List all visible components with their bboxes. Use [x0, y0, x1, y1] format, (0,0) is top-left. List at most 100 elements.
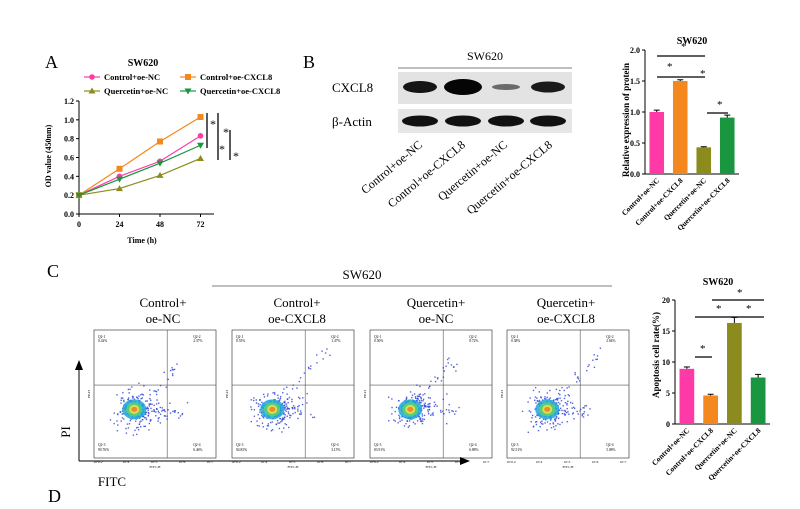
scatter-dot: [448, 411, 451, 414]
fitc-axis-label: FITC: [98, 474, 126, 489]
scatter-dot: [143, 385, 145, 387]
scatter-dot: [306, 402, 308, 404]
scatter-dot: [279, 399, 281, 401]
flow-small-xlabel: FITC-H: [288, 465, 299, 469]
bar-c-sig-2: *: [716, 303, 722, 315]
scatter-dot: [116, 394, 118, 396]
scatter-dot: [169, 412, 172, 414]
scatter-dot: [313, 416, 316, 419]
scatter-dot: [287, 411, 290, 413]
line-xtick-label: 24: [116, 220, 124, 229]
scatter-dot: [322, 358, 324, 360]
flow-xtick-label: 10^5: [289, 460, 296, 464]
scatter-dot: [416, 384, 418, 386]
scatter-dot: [138, 382, 140, 384]
scatter-dot: [446, 358, 449, 361]
scatter-dot: [452, 410, 454, 413]
flow-xtick-label: 10^4: [123, 460, 130, 464]
quadrant-q4-value: 6.88%: [469, 448, 478, 452]
scatter-dot: [153, 390, 155, 392]
scatter-dot: [420, 399, 423, 402]
scatter-dot: [125, 432, 128, 434]
scatter-dot: [581, 413, 583, 415]
scatter-dot: [144, 425, 147, 428]
scatter-dot: [539, 425, 541, 428]
scatter-dot: [271, 421, 274, 423]
scatter-dot: [299, 377, 302, 379]
scatter-dot: [294, 407, 296, 410]
scatter-dot: [277, 422, 279, 424]
bar-ytick-label: 20: [662, 296, 670, 305]
scatter-dot: [257, 405, 260, 408]
scatter-dot: [277, 394, 279, 397]
scatter-dot: [596, 358, 598, 360]
scatter-dot: [531, 417, 533, 419]
scatter-dot: [169, 369, 172, 372]
scatter-dot: [536, 400, 539, 402]
scatter-dot: [154, 390, 157, 392]
scatter-dot: [549, 419, 552, 421]
scatter-dot: [155, 415, 157, 417]
scatter-dot: [543, 418, 545, 421]
scatter-dot: [282, 413, 285, 415]
scatter-dot: [423, 404, 425, 407]
scatter-dot: [157, 410, 159, 412]
scatter-dot: [288, 396, 291, 399]
flow-xtick-label: 10^5: [564, 460, 571, 464]
scatter-dot: [134, 429, 136, 432]
scatter-dot: [167, 409, 169, 411]
scatter-dot: [287, 412, 290, 415]
scatter-dot: [420, 401, 422, 403]
series-line: [78, 135, 201, 196]
scatter-dot: [287, 401, 289, 404]
scatter-dot: [414, 397, 417, 399]
scatter-dot: [422, 420, 424, 422]
scatter-dot: [416, 420, 419, 422]
scatter-dot: [140, 426, 142, 428]
scatter-dot: [120, 420, 122, 422]
scatter-dot: [434, 403, 437, 406]
panel-label-a: A: [45, 52, 58, 72]
scatter-dot: [452, 366, 455, 368]
scatter-dot: [173, 410, 176, 412]
scatter-dot: [291, 388, 294, 390]
sig-star-4: *: [233, 149, 239, 163]
scatter-dot: [408, 420, 411, 422]
scatter-dot: [250, 420, 252, 423]
series-line: [78, 144, 201, 196]
scatter-dot: [155, 390, 158, 393]
band-actin: [530, 115, 566, 127]
marker-triangle-down: [75, 192, 83, 199]
scatter-dot: [566, 402, 568, 405]
flow-frame: [506, 329, 630, 459]
scatter-dot: [166, 415, 168, 417]
scatter-dot: [395, 406, 398, 409]
scatter-dot: [148, 412, 150, 415]
scatter-dot: [408, 425, 411, 427]
scatter-dot: [564, 410, 567, 413]
scatter-dot: [577, 376, 579, 378]
scatter-dot: [297, 410, 299, 412]
quadrant-q1-name: Q2-1: [374, 335, 382, 339]
scatter-dot: [429, 385, 431, 388]
fitc-arrow-icon: [460, 457, 470, 465]
flow-small-ylabel: PE-H: [500, 390, 504, 398]
scatter-dot: [550, 427, 553, 429]
scatter-dot: [421, 422, 424, 425]
scatter-dot: [420, 397, 422, 400]
scatter-dot: [428, 406, 430, 408]
scatter-dot: [414, 423, 416, 425]
scatter-dot: [151, 403, 153, 406]
band-label-actin: β-Actin: [332, 114, 372, 129]
scatter-dot: [157, 389, 160, 391]
scatter-dot: [129, 388, 131, 391]
scatter-dot: [326, 348, 328, 350]
scatter-dot: [418, 400, 421, 402]
line-ylabel: OD value (450nm): [44, 124, 53, 187]
scatter-dot: [419, 418, 422, 420]
scatter-dot: [284, 407, 286, 410]
scatter-dot: [530, 421, 532, 423]
quadrant-q3-name: Q2-3: [98, 443, 106, 447]
scatter-dot: [290, 414, 292, 417]
